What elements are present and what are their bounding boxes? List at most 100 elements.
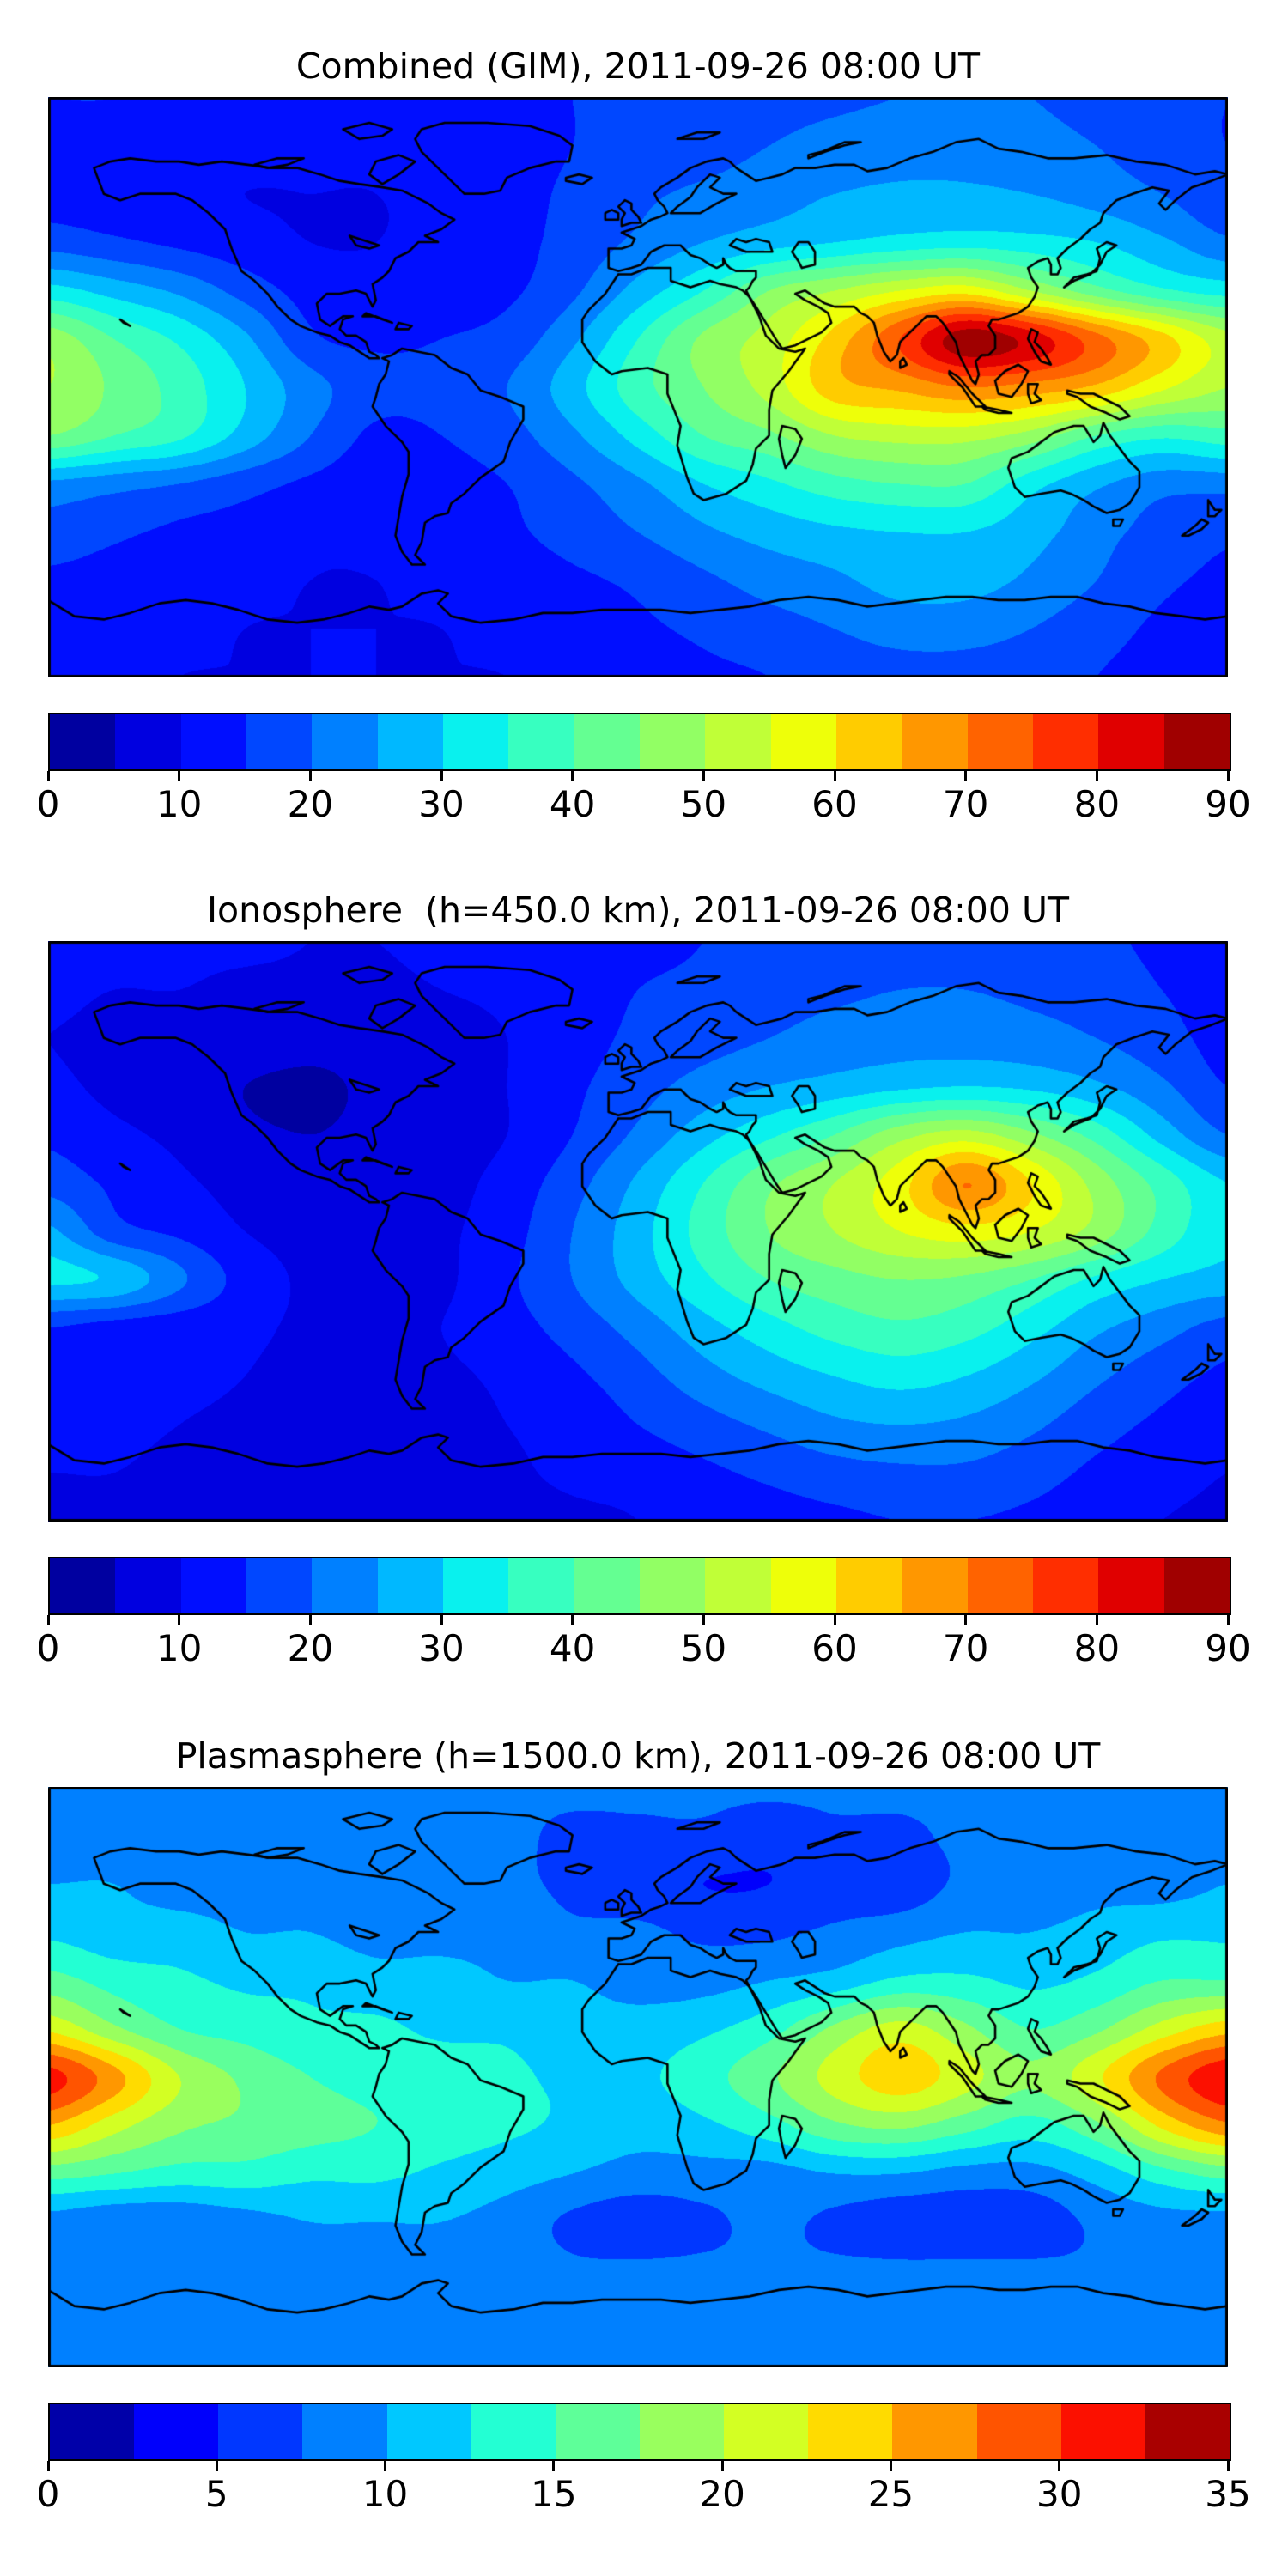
world-map-canvas (48, 1787, 1228, 2367)
colorbar-tick (46, 2461, 50, 2471)
colorbar-tick (720, 2461, 724, 2471)
colorbar-segment (1098, 714, 1164, 769)
colorbar-segment (246, 714, 313, 769)
colorbar-segment (1163, 1558, 1230, 1613)
colorbar-segment (302, 2404, 387, 2459)
colorbar-tick-label: 40 (549, 783, 596, 825)
colorbar-segment (442, 714, 509, 769)
colorbar-tick-label: 30 (418, 1627, 465, 1669)
colorbar-segment (377, 714, 443, 769)
panel-title: Ionosphere (h=450.0 km), 2011-09-26 08:0… (206, 890, 1070, 931)
colorbar-tick (1095, 1615, 1098, 1625)
colorbar-tick-label: 60 (811, 1627, 858, 1669)
colorbar-segment (808, 2404, 893, 2459)
colorbar-segment (246, 1558, 313, 1613)
colorbar-tick-label: 0 (36, 783, 60, 825)
colorbar-segment (835, 714, 902, 769)
colorbar-segment (705, 714, 771, 769)
colorbar-tick-label: 10 (155, 1627, 203, 1669)
colorbar-tick-label: 20 (287, 1627, 334, 1669)
colorbar-tick (308, 1615, 312, 1625)
colorbar (48, 2403, 1231, 2461)
colorbar-segment (770, 714, 836, 769)
colorbar-segment (639, 2404, 725, 2459)
colorbar-segment (967, 714, 1033, 769)
colorbar-tick (215, 2461, 218, 2471)
colorbar-tick (571, 1615, 574, 1625)
colorbar-tick-label: 35 (1205, 2473, 1251, 2515)
colorbar-segment (967, 1558, 1033, 1613)
panel-title: Combined (GIM), 2011-09-26 08:00 UT (295, 46, 981, 87)
colorbar-tick-label: 25 (867, 2473, 914, 2515)
colorbar-segment (902, 1558, 968, 1613)
colorbar-tick-label: 10 (361, 2473, 409, 2515)
colorbar (48, 1557, 1231, 1615)
colorbar-segment (724, 2404, 809, 2459)
colorbar-segment (770, 1558, 836, 1613)
colorbar-segment (555, 2404, 640, 2459)
colorbar-tick (440, 1615, 443, 1625)
colorbar-segment (312, 714, 378, 769)
colorbar-tick (46, 771, 50, 781)
colorbar-tick (384, 2461, 387, 2471)
colorbar-tick (1095, 771, 1098, 781)
colorbar-tick-label: 80 (1073, 1627, 1121, 1669)
colorbar-segment (471, 2404, 556, 2459)
colorbar-tick (1226, 771, 1230, 781)
colorbar-segment (639, 1558, 706, 1613)
colorbar-segment (574, 714, 640, 769)
colorbar-segment (892, 2404, 977, 2459)
panel-title: Plasmasphere (h=1500.0 km), 2011-09-26 0… (175, 1735, 1101, 1777)
colorbar-segment (574, 1558, 640, 1613)
colorbar-segment (377, 1558, 443, 1613)
colorbar-segment (835, 1558, 902, 1613)
colorbar-tick-label: 80 (1073, 783, 1121, 825)
colorbar-tick-label: 30 (1036, 2473, 1083, 2515)
colorbar-tick (1226, 1615, 1230, 1625)
colorbar-segment (705, 1558, 771, 1613)
colorbar-tick-label: 20 (287, 783, 334, 825)
colorbar-tick (552, 2461, 556, 2471)
colorbar-tick-label: 90 (1205, 783, 1251, 825)
colorbar-tick-label: 15 (531, 2473, 577, 2515)
colorbar-tick-label: 0 (36, 2473, 60, 2515)
colorbar-tick (702, 1615, 705, 1625)
colorbar-tick (1226, 2461, 1230, 2471)
colorbar-segment (1145, 2404, 1230, 2459)
colorbar-tick (964, 1615, 968, 1625)
colorbar-segment (115, 714, 181, 769)
colorbar-segment (312, 1558, 378, 1613)
colorbar-segment (1032, 1558, 1099, 1613)
colorbar-segment (180, 714, 246, 769)
colorbar-tick-label: 70 (942, 783, 989, 825)
colorbar-tick-label: 70 (942, 1627, 989, 1669)
colorbar-segment (50, 714, 116, 769)
colorbar-segment (639, 714, 706, 769)
colorbar-segment (442, 1558, 509, 1613)
colorbar-tick (964, 771, 968, 781)
colorbar-segment (1032, 714, 1099, 769)
colorbar-segment (180, 1558, 246, 1613)
world-map-canvas (48, 941, 1228, 1522)
colorbar-tick (571, 771, 574, 781)
colorbar-tick (178, 771, 181, 781)
colorbar-tick-label: 10 (155, 783, 203, 825)
colorbar-segment (976, 2404, 1061, 2459)
colorbar-segment (1163, 714, 1230, 769)
colorbar-tick (1058, 2461, 1061, 2471)
colorbar-tick (833, 771, 836, 781)
colorbar-tick-label: 50 (680, 1627, 727, 1669)
world-map-canvas (48, 97, 1228, 677)
colorbar-segment (50, 1558, 116, 1613)
colorbar-tick-label: 90 (1205, 1627, 1251, 1669)
colorbar-tick (440, 771, 443, 781)
colorbar-tick (889, 2461, 892, 2471)
colorbar-segment (50, 2404, 135, 2459)
colorbar-tick-label: 20 (699, 2473, 745, 2515)
colorbar (48, 713, 1231, 771)
colorbar-tick (46, 1615, 50, 1625)
